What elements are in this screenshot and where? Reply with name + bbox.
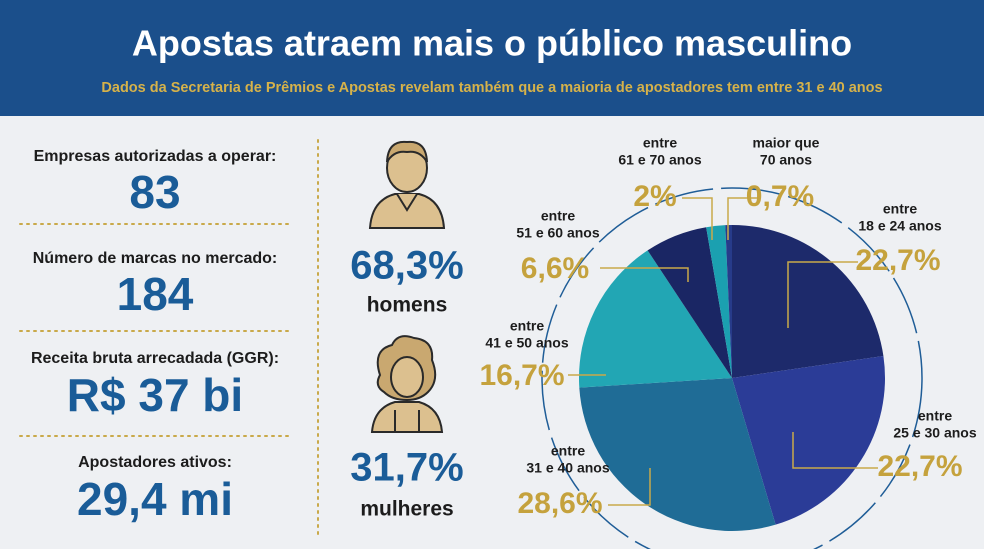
category-label: entre 31 e 40 anos	[526, 442, 609, 475]
stat-value: 29,4 mi	[77, 473, 233, 525]
value-label: 22,7%	[855, 244, 940, 277]
stat-value: R$ 37 bi	[67, 369, 243, 421]
value-label: 16,7%	[479, 359, 564, 392]
gender-label: mulheres	[360, 498, 453, 521]
pie-slice	[706, 225, 732, 378]
pie-slice	[732, 225, 884, 378]
value-label: 2%	[633, 180, 676, 213]
category-label: entre 51 e 60 anos	[516, 207, 599, 240]
stat-label: Receita bruta arrecadada (GGR):	[31, 350, 279, 367]
leader-line	[727, 197, 758, 240]
category-label: entre 41 e 50 anos	[485, 317, 568, 350]
pie-slice	[579, 378, 776, 531]
leader-line	[682, 197, 713, 240]
woman-icon	[370, 335, 444, 433]
stat-label: Número de marcas no mercado:	[33, 250, 278, 267]
category-label: entre 25 e 30 anos	[893, 407, 976, 440]
value-label: 22,7%	[877, 450, 962, 483]
leader-line	[792, 432, 878, 469]
leader-line	[787, 261, 858, 328]
category-label: entre 18 e 24 anos	[858, 200, 941, 233]
stat-value: 184	[117, 268, 194, 320]
leader-line	[608, 468, 651, 506]
gender-value: 31,7%	[350, 446, 463, 490]
header-band	[0, 0, 984, 116]
pie-slice	[732, 355, 886, 525]
subtitle: Dados da Secretaria de Prêmios e Apostas…	[101, 80, 882, 96]
leader-line	[600, 267, 689, 282]
separators	[19, 139, 319, 536]
pie-slice	[579, 250, 732, 388]
stat-label: Apostadores ativos:	[78, 454, 232, 471]
pie-slice	[725, 225, 732, 378]
man-icon	[368, 140, 446, 229]
outer-ring	[541, 187, 923, 549]
gender-value: 68,3%	[350, 244, 463, 288]
stat-value: 83	[129, 166, 180, 218]
stat-label: Empresas autorizadas a operar:	[34, 148, 277, 165]
value-label: 6,6%	[521, 252, 589, 285]
value-label: 0,7%	[746, 180, 814, 213]
value-label: 28,6%	[517, 487, 602, 520]
title: Apostas atraem mais o público masculino	[132, 23, 852, 64]
pie-slice	[647, 227, 732, 378]
category-label: maior que 70 anos	[753, 134, 820, 167]
category-label: entre 61 e 70 anos	[618, 134, 701, 167]
gender-label: homens	[367, 294, 448, 317]
